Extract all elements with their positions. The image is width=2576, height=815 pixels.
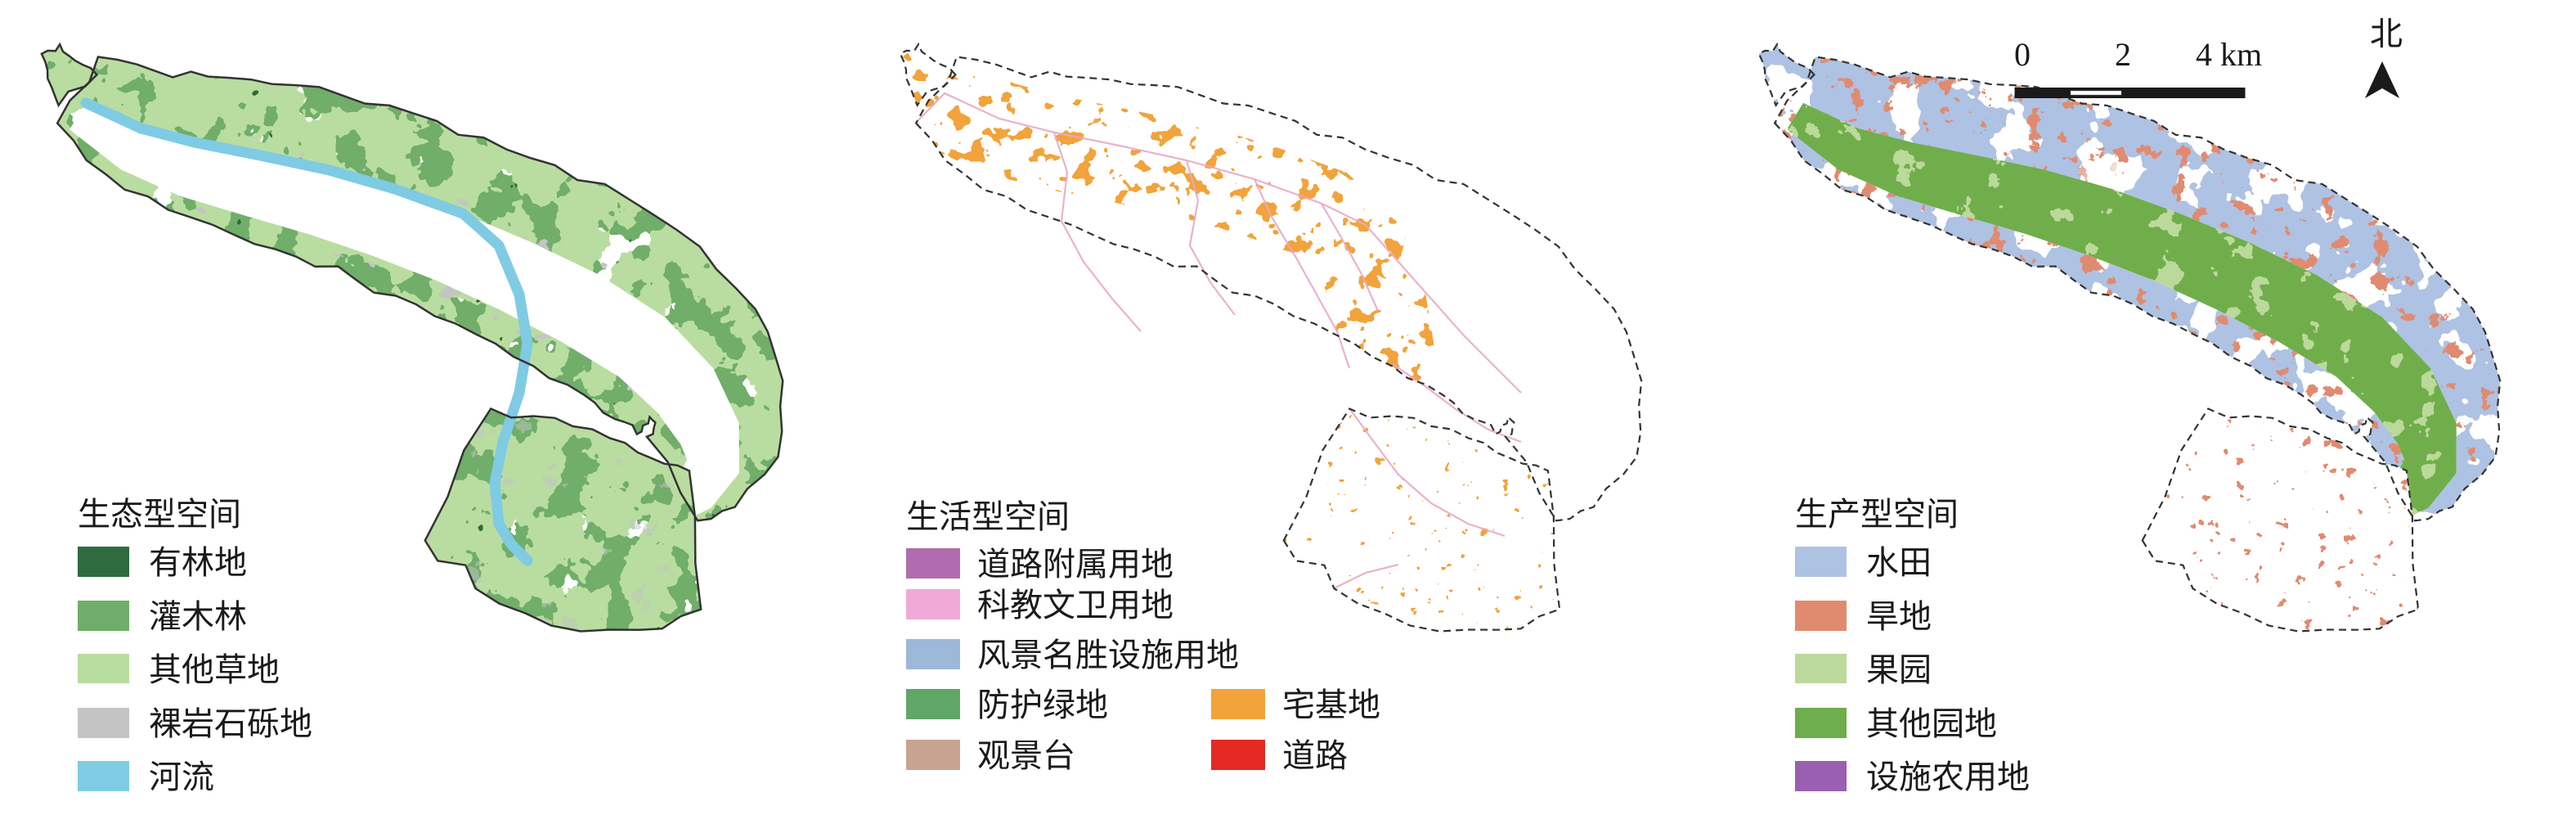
svg-text:观景台: 观景台	[977, 737, 1075, 774]
svg-text:宅基地: 宅基地	[1282, 687, 1380, 723]
svg-text:生活型空间: 生活型空间	[906, 498, 1070, 535]
svg-text:有林地: 有林地	[149, 544, 247, 581]
svg-text:河流: 河流	[149, 759, 214, 795]
svg-text:设施农用地: 设施农用地	[1866, 759, 2030, 795]
svg-text:其他草地: 其他草地	[149, 651, 280, 688]
svg-text:灌木林: 灌木林	[149, 598, 247, 635]
svg-text:其他园地: 其他园地	[1866, 705, 1997, 742]
svg-text:裸岩石砾地: 裸岩石砾地	[149, 705, 312, 742]
svg-text:旱地: 旱地	[1866, 598, 1932, 635]
svg-text:生产型空间: 生产型空间	[1795, 496, 1959, 533]
svg-text:果园: 果园	[1866, 651, 1932, 688]
svg-text:生态型空间: 生态型空间	[78, 496, 241, 533]
svg-text:0: 0	[2014, 36, 2031, 73]
svg-text:4 km: 4 km	[2196, 36, 2262, 73]
svg-text:防护绿地: 防护绿地	[977, 687, 1108, 723]
svg-text:北: 北	[2370, 16, 2403, 52]
svg-text:道路附属用地: 道路附属用地	[977, 546, 1174, 583]
svg-text:风景名胜设施用地: 风景名胜设施用地	[977, 637, 1239, 673]
svg-text:水田: 水田	[1866, 544, 1932, 581]
svg-text:科教文卫用地: 科教文卫用地	[977, 587, 1174, 624]
svg-text:2: 2	[2115, 36, 2131, 73]
svg-text:道路: 道路	[1282, 737, 1348, 774]
